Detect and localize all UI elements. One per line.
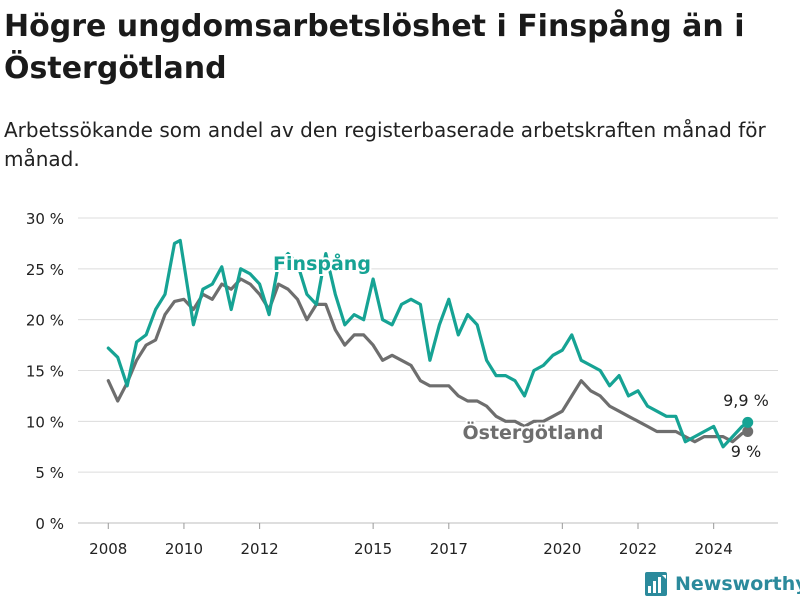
- x-tick-label: 2012: [241, 540, 279, 558]
- gridlines: [78, 217, 778, 524]
- y-tick-label: 5 %: [35, 464, 64, 482]
- y-tick-label: 10 %: [26, 413, 64, 431]
- brand-name: Newsworthy: [675, 573, 800, 595]
- series-lines: [106, 238, 754, 449]
- end-point-finspang: [742, 416, 754, 428]
- x-tick-label: 2015: [354, 540, 392, 558]
- series-labels: Finspång Östergötland 9,9 % 9 %: [271, 249, 769, 461]
- brand-logo: Newsworthy: [645, 570, 800, 598]
- series-label-ostergotland: Östergötland: [463, 420, 604, 444]
- newsworthy-logo-icon: [645, 572, 667, 596]
- chart-subtitle: Arbetssökande som andel av den registerb…: [4, 118, 766, 171]
- chart-title: Högre ungdomsarbetslöshet i Finspång än …: [4, 9, 745, 86]
- x-tick-label: 2022: [619, 540, 657, 558]
- x-tick-label: 2008: [89, 540, 127, 558]
- series-line-ostergotland: [106, 277, 750, 444]
- x-tick-label: 2020: [543, 540, 581, 558]
- y-tick-label: 20 %: [26, 312, 64, 330]
- series-label-finspang: Finspång: [273, 251, 371, 275]
- end-point-ostergotland: [742, 426, 754, 437]
- x-tick-label: 2017: [430, 540, 468, 558]
- end-label-ostergotland: 9 %: [731, 442, 761, 461]
- y-tick-label: 15 %: [26, 363, 64, 381]
- x-axis-ticks: 2008 2010 2012 2015 2017 2020 2022 2024: [89, 523, 733, 558]
- series-line-finspang: [106, 238, 750, 449]
- y-tick-label: 0 %: [35, 515, 64, 533]
- y-tick-label: 25 %: [26, 261, 64, 279]
- y-tick-label: 30 %: [26, 210, 64, 228]
- y-axis-ticks: 0 % 5 % 10 % 15 % 20 % 25 % 30 %: [26, 210, 64, 533]
- x-tick-label: 2010: [165, 540, 203, 558]
- x-tick-label: 2024: [695, 540, 733, 558]
- end-label-finspang: 9,9 %: [723, 391, 769, 410]
